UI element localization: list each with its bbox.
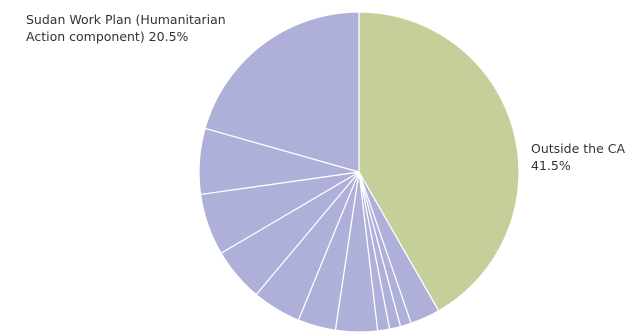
slice-label-sudan-line2: Action component) 20.5%: [26, 29, 189, 44]
slice-label-outside-the-ca: Outside the CA 41.5%: [531, 140, 625, 174]
pie-slice-11: [204, 11, 360, 173]
pie-slice-0: [358, 11, 520, 312]
slice-label-outside-line1: Outside the CA: [531, 141, 626, 156]
pie-slices: [198, 11, 520, 333]
slice-label-outside-line2: 41.5%: [531, 158, 571, 173]
slice-label-sudan-work-plan: Sudan Work Plan (Humanitarian Action com…: [26, 11, 226, 45]
slice-label-sudan-line1: Sudan Work Plan (Humanitarian: [26, 12, 226, 27]
